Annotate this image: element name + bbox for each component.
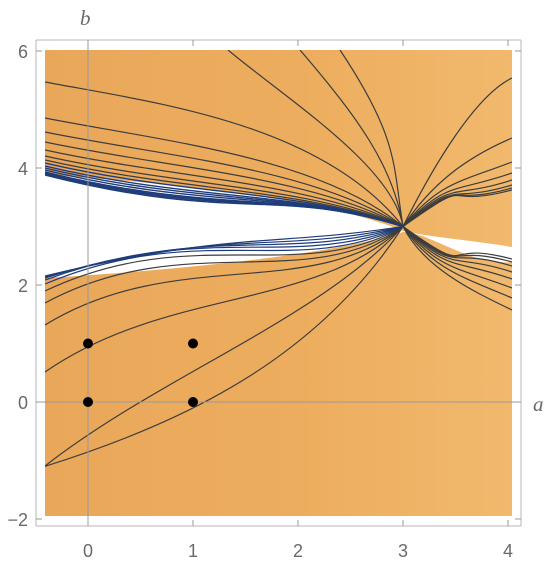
contour-lines [45,50,512,467]
data-point [83,397,93,407]
contour-line [402,184,512,227]
contour-line [45,174,404,228]
contour-line [402,226,512,280]
plot-area [45,50,512,516]
contour-line [227,50,404,227]
contour-line [402,226,512,289]
contour-line [299,50,404,227]
contour-line [45,149,404,228]
contour-line [45,225,404,292]
filled-region [45,50,512,516]
y-axis-label: b [80,6,91,30]
data-point [188,397,198,407]
contour-line [402,77,512,227]
x-tick-label: 1 [188,541,198,561]
contour-line [45,117,404,227]
contour-line [45,226,404,467]
contour-line [45,141,404,228]
x-tick-label: 4 [503,541,513,561]
y-tick-label: 0 [18,393,28,413]
y-tick-label: 6 [18,42,28,62]
tick-marks: 0 1 2 3 4 −2 0 2 4 6 [7,40,521,561]
contour-line [402,179,512,227]
contour-line [45,225,404,277]
x-tick-label: 3 [398,541,408,561]
contour-line [402,189,512,227]
contour-line [45,131,404,228]
contour-line [402,226,512,260]
y-tick-label: 4 [18,159,28,179]
x-tick-label: 2 [293,541,303,561]
contour-line [45,226,404,326]
x-tick-label: 0 [83,541,93,561]
contour-line [402,226,512,299]
contour-line [402,172,512,227]
contour-line [339,50,404,227]
y-tick-label: −2 [7,510,28,530]
data-points [83,338,198,407]
contour-line [402,226,512,311]
x-axis-label: a [533,392,544,416]
contour-line [45,226,404,467]
data-point [83,338,93,349]
contour-line [402,137,512,227]
contour-line [45,226,404,304]
contour-line [45,226,404,373]
contour-line [402,161,512,227]
contour-line [45,225,404,285]
y-tick-label: 2 [18,276,28,296]
contour-line [45,81,404,227]
contour-line [402,226,512,267]
data-point [188,338,198,349]
axes: 0 1 2 3 4 −2 0 2 4 6 a b [7,6,543,561]
contour-line [45,155,404,228]
contour-line [402,226,512,273]
